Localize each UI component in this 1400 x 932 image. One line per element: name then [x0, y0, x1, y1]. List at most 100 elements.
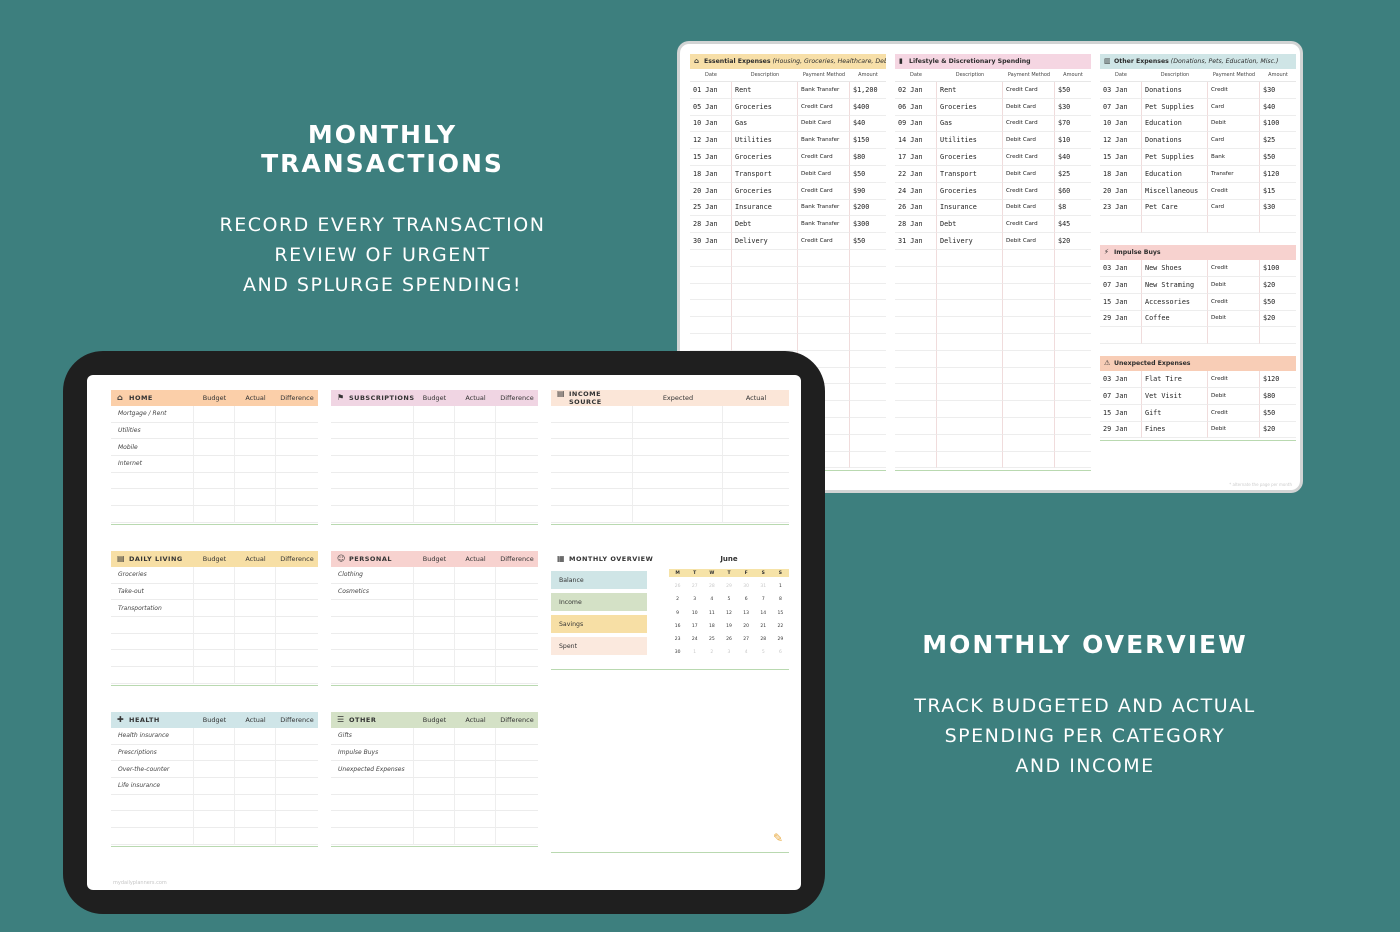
amount-cell[interactable]	[414, 633, 455, 651]
income-cell[interactable]	[723, 439, 789, 457]
table-cell[interactable]	[732, 317, 798, 334]
table-cell[interactable]	[732, 283, 798, 301]
table-cell[interactable]	[1055, 334, 1091, 351]
table-cell[interactable]: Debt	[937, 216, 1003, 234]
amount-cell[interactable]	[414, 761, 455, 779]
amount-cell[interactable]	[194, 472, 235, 490]
income-cell[interactable]	[633, 439, 723, 457]
category-item[interactable]	[111, 633, 194, 651]
table-cell[interactable]: Credit	[1208, 404, 1260, 422]
table-cell[interactable]: $150	[850, 132, 886, 150]
category-item[interactable]: Clothing	[331, 567, 414, 584]
calendar-day[interactable]: 30	[674, 650, 681, 656]
table-cell[interactable]: Credit Card	[1003, 182, 1055, 200]
amount-cell[interactable]	[276, 456, 318, 473]
calendar-day[interactable]: 29	[777, 637, 784, 643]
table-cell[interactable]: Credit Card	[798, 149, 850, 166]
table-cell[interactable]	[1055, 267, 1091, 284]
table-cell[interactable]: Credit	[1208, 293, 1260, 311]
amount-cell[interactable]	[496, 617, 538, 634]
calendar-day[interactable]: 4	[744, 650, 748, 656]
table-cell[interactable]	[937, 317, 1003, 334]
category-item[interactable]: Impulse Buys	[331, 744, 414, 762]
table-cell[interactable]: $1,200	[850, 82, 886, 99]
table-cell[interactable]: $20	[1260, 422, 1296, 439]
table-cell[interactable]	[1208, 327, 1260, 345]
income-cell[interactable]	[551, 472, 633, 490]
amount-cell[interactable]	[235, 778, 276, 795]
calendar-day[interactable]: 27	[743, 637, 749, 643]
table-cell[interactable]: Gift	[1142, 404, 1208, 422]
table-cell[interactable]: 17 Jan	[895, 149, 937, 166]
table-cell[interactable]: Coffee	[1142, 310, 1208, 328]
amount-cell[interactable]	[455, 617, 496, 634]
category-item[interactable]	[331, 794, 414, 812]
income-cell[interactable]	[723, 406, 789, 423]
category-item[interactable]	[331, 506, 414, 523]
income-cell[interactable]	[723, 456, 789, 473]
amount-cell[interactable]	[235, 617, 276, 634]
table-cell[interactable]: Utilities	[732, 132, 798, 150]
table-cell[interactable]	[1055, 317, 1091, 334]
table-cell[interactable]: 26 Jan	[895, 199, 937, 217]
table-cell[interactable]	[1003, 333, 1055, 351]
amount-cell[interactable]	[276, 600, 318, 618]
calendar-day[interactable]: 4	[710, 597, 714, 603]
table-cell[interactable]: Pet Supplies	[1142, 98, 1208, 116]
table-cell[interactable]: Credit Card	[1003, 82, 1055, 99]
calendar-day[interactable]: 28	[708, 584, 715, 589]
table-cell[interactable]: Debt	[732, 216, 798, 234]
amount-cell[interactable]	[235, 794, 276, 812]
table-cell[interactable]: $80	[850, 149, 886, 166]
amount-cell[interactable]	[414, 406, 455, 423]
amount-cell[interactable]	[194, 744, 235, 762]
table-cell[interactable]	[850, 334, 886, 351]
table-cell[interactable]: Debit Card	[1003, 233, 1055, 250]
table-cell[interactable]: Groceries	[937, 149, 1003, 166]
table-cell[interactable]	[798, 350, 850, 368]
amount-cell[interactable]	[194, 728, 235, 745]
amount-cell[interactable]	[496, 506, 538, 523]
amount-cell[interactable]	[496, 778, 538, 795]
table-cell[interactable]: Credit Card	[1003, 216, 1055, 234]
amount-cell[interactable]	[496, 728, 538, 745]
table-cell[interactable]: Credit Card	[1003, 149, 1055, 166]
table-cell[interactable]	[850, 452, 886, 469]
table-cell[interactable]: 20 Jan	[1100, 182, 1142, 200]
amount-cell[interactable]	[276, 489, 318, 507]
table-cell[interactable]: Groceries	[732, 182, 798, 200]
amount-cell[interactable]	[235, 667, 276, 684]
table-cell[interactable]: $50	[850, 166, 886, 183]
amount-cell[interactable]	[496, 439, 538, 457]
table-cell[interactable]: Delivery	[937, 233, 1003, 250]
calendar-day[interactable]: 31	[760, 584, 767, 589]
amount-cell[interactable]	[194, 828, 235, 845]
category-item[interactable]	[331, 489, 414, 507]
table-cell[interactable]: 30 Jan	[690, 233, 732, 250]
table-cell[interactable]	[850, 351, 886, 368]
table-cell[interactable]: Credit	[1208, 82, 1260, 99]
table-cell[interactable]: $120	[1260, 166, 1296, 183]
table-cell[interactable]: Groceries	[732, 149, 798, 166]
amount-cell[interactable]	[455, 811, 496, 829]
amount-cell[interactable]	[496, 828, 538, 845]
table-cell[interactable]	[937, 434, 1003, 452]
income-cell[interactable]	[551, 489, 633, 507]
table-cell[interactable]: Card	[1208, 98, 1260, 116]
table-cell[interactable]: Credit Card	[798, 182, 850, 200]
income-cell[interactable]	[633, 422, 723, 440]
table-cell[interactable]: Debit	[1208, 115, 1260, 133]
table-cell[interactable]: $100	[1260, 116, 1296, 133]
amount-cell[interactable]	[414, 456, 455, 473]
amount-cell[interactable]	[455, 761, 496, 779]
table-cell[interactable]: 18 Jan	[690, 165, 732, 183]
amount-cell[interactable]	[194, 506, 235, 523]
amount-cell[interactable]	[455, 583, 496, 601]
income-cell[interactable]	[551, 439, 633, 457]
amount-cell[interactable]	[194, 422, 235, 440]
table-cell[interactable]: Transport	[732, 165, 798, 183]
table-cell[interactable]: $70	[1055, 116, 1091, 133]
category-item[interactable]: Life insurance	[111, 778, 194, 795]
category-item[interactable]: Mobile	[111, 439, 194, 457]
amount-cell[interactable]	[414, 489, 455, 507]
